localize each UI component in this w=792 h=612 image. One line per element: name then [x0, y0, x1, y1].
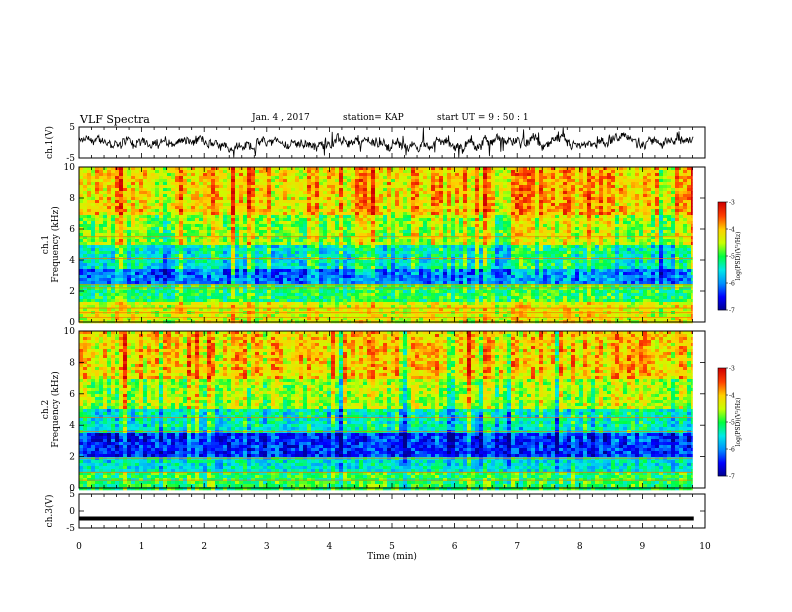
time-tick-0: 0 [76, 542, 82, 552]
ch1-spectrogram-tick-2: 4 [69, 256, 75, 266]
time-tick-1: 1 [139, 542, 145, 552]
time-tick-6: 6 [452, 542, 458, 552]
ch1-waveform-panel: 5 -5 ch.1(V) [44, 123, 706, 164]
ch1-spectrogram-panel: 0 2 4 6 8 10 ch.1Frequency (kHz) [41, 163, 706, 328]
time-tick-7: 7 [514, 542, 520, 552]
time-tick-3: 3 [264, 542, 270, 552]
ch2-spectrogram-colorbar-tick-0: -3 [729, 366, 735, 373]
ch1-spectrogram-colorbar-tick-3: -6 [729, 281, 735, 288]
ch2-spectrogram-image [79, 331, 693, 491]
figure-title: VLF Spectra [80, 113, 150, 126]
ch1-waveform-trace [78, 127, 694, 158]
ch2-spectrogram-tick-5: 10 [64, 327, 76, 337]
ch1-tick-1: -5 [66, 154, 75, 164]
ch2-colorbar: -3 -4 -5 -6 -7 log(PSD)(V²/Hz) [717, 366, 742, 481]
ch1-tick-0: 5 [69, 123, 75, 133]
ch1-spectrogram-tick-3: 6 [69, 225, 75, 235]
ch1-spectrogram-colorbar-tick-2: -5 [729, 254, 735, 261]
station-label: station= KAP [343, 113, 404, 123]
ch2-spectrogram-colorbar-tick-2: -5 [729, 420, 735, 427]
ch3-tick-0: 5 [69, 490, 75, 500]
ch1-spectrogram-colorbar-tick-0: -3 [729, 200, 735, 207]
ch2-spectrogram-tick-4: 8 [69, 358, 75, 368]
ch2-spectrogram-tick-1: 2 [69, 453, 75, 463]
ch1-spectrogram-colorbar-tick-4: -7 [729, 308, 735, 315]
time-tick-2: 2 [201, 542, 207, 552]
date-label: Jan. 4 , 2017 [252, 113, 310, 123]
start-time-label: start UT = 9 : 50 : 1 [437, 113, 529, 123]
time-tick-8: 8 [577, 542, 583, 552]
ch1-spectrogram-colorbar-label: log(PSD)(V²/Hz) [735, 232, 742, 281]
time-tick-5: 5 [389, 542, 395, 552]
ch1-spectrogram-tick-5: 10 [64, 163, 76, 173]
time-axis: 0 1 2 3 4 5 6 7 8 9 10 Time (min) [76, 542, 711, 562]
ch1-spectrogram-tick-1: 2 [69, 287, 75, 297]
ch1-ylabel: ch.1(V) [44, 126, 55, 159]
time-tick-10: 10 [699, 542, 711, 552]
time-axis-label: Time (min) [367, 551, 417, 562]
ch2-spectrogram-colorbar-tick-3: -6 [729, 447, 735, 454]
time-tick-9: 9 [640, 542, 646, 552]
ch2-spectrogram-tick-3: 6 [69, 390, 75, 400]
ch3-tick-1: 0 [69, 507, 75, 517]
ch1-spectrogram-ylabel: ch.1Frequency (kHz) [41, 206, 61, 283]
ch2-spectrogram-colorbar-label: log(PSD)(V²/Hz) [735, 398, 742, 447]
ch2-spectrogram-tick-2: 4 [69, 421, 75, 431]
ch2-spectrogram-colorbar-tick-1: -4 [729, 393, 735, 400]
ch2-spectrogram-colorbar-tick-4: -7 [729, 474, 735, 481]
ch2-spectrogram-tick-0: 0 [69, 484, 75, 494]
ch3-tick-2: -5 [66, 524, 75, 534]
ch1-colorbar: -3 -4 -5 -6 -7 log(PSD)(V²/Hz) [717, 200, 742, 315]
ch1-spectrogram-image [79, 167, 693, 324]
ch2-spectrogram-ylabel: ch.2Frequency (kHz) [41, 371, 61, 448]
ch1-spectrogram-colorbar-tick-1: -4 [729, 227, 735, 234]
ch3-frame [78, 493, 706, 529]
ch1-spectrogram-tick-4: 8 [69, 194, 75, 204]
ch1-spectrogram-tick-0: 0 [69, 318, 75, 328]
ch2-spectrogram-panel: 0 2 4 6 8 10 ch.2Frequency (kHz) [41, 327, 706, 494]
time-tick-4: 4 [327, 542, 333, 552]
ch3-waveform-panel: 5 0 -5 ch.3(V) [44, 490, 706, 534]
ch3-ylabel: ch.3(V) [44, 495, 55, 528]
